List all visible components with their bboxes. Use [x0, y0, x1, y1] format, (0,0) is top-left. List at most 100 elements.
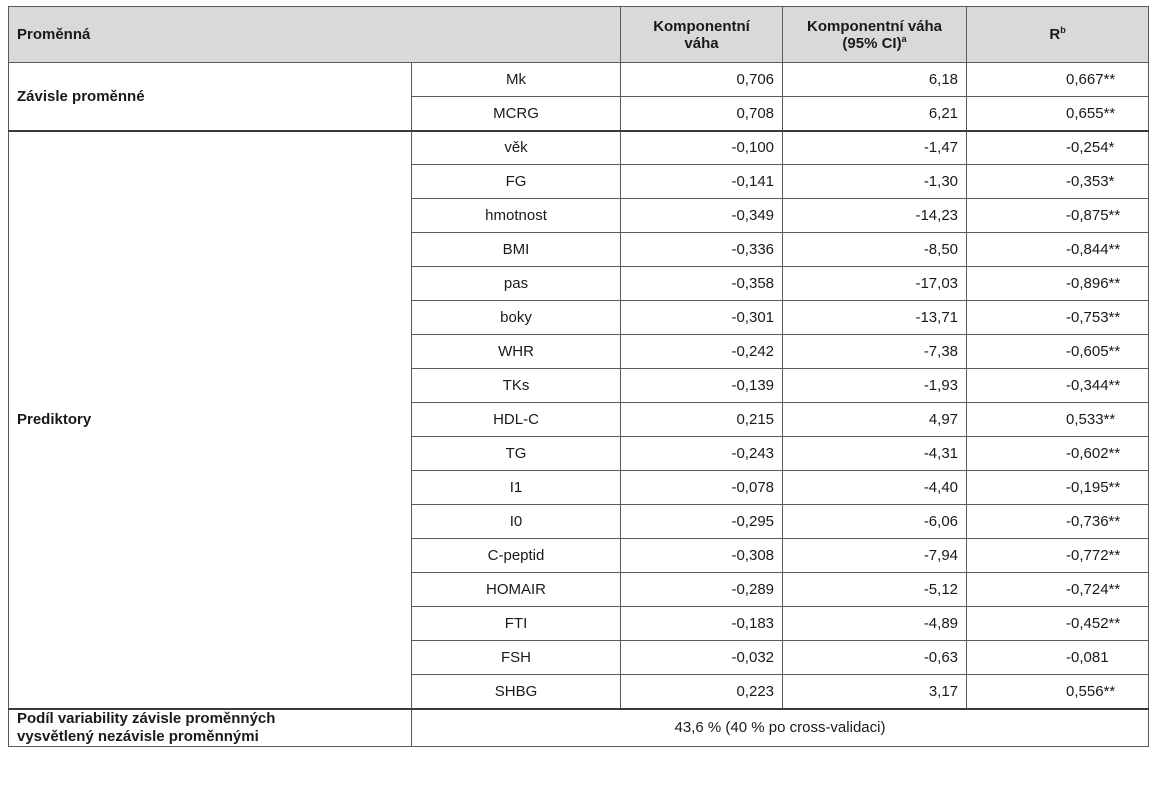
- r-cell: 0,667**: [966, 62, 1150, 97]
- variable-name-cell: I0: [410, 504, 622, 539]
- r-cell: -0,344**: [966, 368, 1150, 403]
- component-weight-cell: -0,139: [620, 368, 784, 403]
- r-cell: 0,655**: [966, 96, 1150, 131]
- table-row: boky -0,301 -13,71 -0,753**: [9, 300, 1150, 335]
- r-value: -0,844**: [1066, 241, 1121, 258]
- explained-variance-value: 43,6 % (40 % po cross-validaci): [410, 707, 1150, 747]
- table-row: HOMAIR -0,289 -5,12 -0,724**: [9, 572, 1150, 607]
- component-weight-ci-cell: -1,30: [782, 164, 968, 199]
- group-label: Prediktory: [8, 129, 412, 709]
- r-cell: -0,896**: [966, 266, 1150, 301]
- r-cell: -0,724**: [966, 572, 1150, 607]
- r-cell: -0,602**: [966, 436, 1150, 471]
- header-row: Proměnná Komponentní váha Komponentní vá…: [7, 6, 1150, 63]
- table-row: MCRG 0,708 6,21 0,655**: [9, 96, 1150, 131]
- component-weight-ci-cell: -4,31: [782, 436, 968, 471]
- header-r: Rb: [966, 6, 1150, 63]
- component-weight-cell: -0,242: [620, 334, 784, 369]
- table-body: Závisle proměnné Mk 0,706 6,18 0,667** MCRG 0,…: [8, 62, 1150, 747]
- variable-name-cell: FTI: [410, 606, 622, 641]
- r-value: -0,753**: [1066, 309, 1121, 326]
- variable-name-cell: FSH: [410, 640, 622, 675]
- r-cell: -0,772**: [966, 538, 1150, 573]
- r-value: -0,875**: [1066, 207, 1121, 224]
- header-weight-line1: Komponentní: [653, 17, 750, 35]
- r-cell: -0,254*: [966, 129, 1150, 165]
- group-label: Závisle proměnné: [8, 62, 412, 131]
- component-weight-cell: -0,308: [620, 538, 784, 573]
- component-weight-cell: -0,243: [620, 436, 784, 471]
- header-r-label: R: [1049, 26, 1061, 43]
- header-weight-ci-line1: Komponentní váha: [807, 17, 943, 35]
- variable-name-cell: BMI: [410, 232, 622, 267]
- component-weight-ci-cell: -4,40: [782, 470, 968, 505]
- table-row: FTI -0,183 -4,89 -0,452**: [9, 606, 1150, 641]
- r-value: -0,081: [1066, 649, 1109, 666]
- component-weight-ci-cell: -17,03: [782, 266, 968, 301]
- r-value: -0,736**: [1066, 513, 1121, 530]
- r-cell: -0,605**: [966, 334, 1150, 369]
- component-weight-ci-cell: -1,47: [782, 129, 968, 165]
- r-cell: 0,556**: [966, 674, 1150, 709]
- component-weight-ci-cell: -13,71: [782, 300, 968, 335]
- table-row: WHR -0,242 -7,38 -0,605**: [9, 334, 1150, 369]
- variable-name-cell: hmotnost: [410, 198, 622, 233]
- r-value: 0,556**: [1066, 682, 1116, 700]
- variable-name-cell: FG: [410, 164, 622, 199]
- variable-name-cell: TG: [410, 436, 622, 471]
- explained-variance-label: Podíl variability závisle proměnných vysv…: [8, 707, 412, 747]
- component-weight-ci-cell: -6,06: [782, 504, 968, 539]
- r-value: -0,602**: [1066, 445, 1121, 462]
- variable-name-cell: I1: [410, 470, 622, 505]
- header-weight-ci-line2: (95% CI): [842, 34, 902, 52]
- component-weight-cell: -0,289: [620, 572, 784, 607]
- r-cell: -0,736**: [966, 504, 1150, 539]
- component-weight-cell: -0,032: [620, 640, 784, 675]
- variable-name-cell: HDL-C: [410, 402, 622, 437]
- component-weight-cell: -0,141: [620, 164, 784, 199]
- component-weight-ci-cell: -5,12: [782, 572, 968, 607]
- variable-name-cell: SHBG: [410, 674, 622, 709]
- r-cell: -0,195**: [966, 470, 1150, 505]
- r-value: -0,452**: [1066, 615, 1121, 632]
- component-weight-ci-cell: 6,21: [782, 96, 968, 131]
- r-cell: -0,353*: [966, 164, 1150, 199]
- table-row: Závisle proměnné Mk 0,706 6,18 0,667**: [8, 62, 1150, 131]
- r-cell: -0,875**: [966, 198, 1150, 233]
- explained-variance-label-line2: vysvětlený nezávisle proměnnými: [17, 727, 259, 745]
- r-cell: -0,081: [966, 640, 1150, 675]
- variable-name-cell: C-peptid: [410, 538, 622, 573]
- r-value: -0,605**: [1066, 343, 1121, 360]
- component-weight-cell: 0,706: [620, 62, 784, 97]
- variable-name-cell: boky: [410, 300, 622, 335]
- component-weight-cell: -0,183: [620, 606, 784, 641]
- r-cell: -0,753**: [966, 300, 1150, 335]
- variable-name-cell: Mk: [410, 62, 622, 97]
- component-weight-cell: 0,223: [620, 674, 784, 709]
- component-weight-cell: -0,349: [620, 198, 784, 233]
- table-row: FG -0,141 -1,30 -0,353*: [9, 164, 1150, 199]
- r-value: -0,353*: [1066, 173, 1115, 190]
- r-value: 0,655**: [1066, 104, 1116, 122]
- r-value: -0,724**: [1066, 581, 1121, 598]
- r-value: -0,772**: [1066, 547, 1121, 564]
- component-weight-cell: -0,078: [620, 470, 784, 505]
- variable-name-cell: pas: [410, 266, 622, 301]
- header-r-sup: b: [1060, 25, 1066, 35]
- r-value: 0,533**: [1066, 411, 1116, 428]
- component-weight-cell: -0,336: [620, 232, 784, 267]
- r-cell: -0,844**: [966, 232, 1150, 267]
- component-weight-cell: 0,708: [620, 96, 784, 131]
- r-value: 0,667**: [1066, 71, 1116, 88]
- component-weight-ci-cell: -0,63: [782, 640, 968, 675]
- header-component-weight-ci: Komponentní váha (95% CI)a: [782, 6, 968, 63]
- r-cell: -0,452**: [966, 606, 1150, 641]
- component-weight-cell: -0,295: [620, 504, 784, 539]
- table-row: I1 -0,078 -4,40 -0,195**: [9, 470, 1150, 505]
- table-row: pas -0,358 -17,03 -0,896**: [9, 266, 1150, 301]
- table-row: C-peptid -0,308 -7,94 -0,772**: [9, 538, 1150, 573]
- table-row: I0 -0,295 -6,06 -0,736**: [9, 504, 1150, 539]
- variable-name-cell: MCRG: [410, 96, 622, 131]
- footer-row: Podíl variability závisle proměnných vysv…: [8, 707, 1150, 747]
